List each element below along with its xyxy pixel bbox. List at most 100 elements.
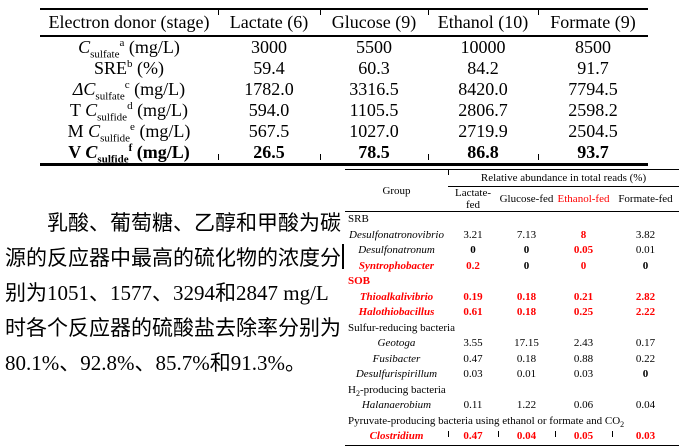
table2-cell: 0.03: [573, 368, 594, 380]
table2-border-tick: [498, 431, 499, 437]
table2-species-row: Halanaerobium 0.11 1.22 0.06 0.04: [345, 398, 679, 414]
table2-border-tick: [555, 431, 556, 437]
table2-cell: 0: [523, 244, 530, 256]
table1-border-tick: [320, 154, 321, 160]
table2-cell: 0.03: [463, 368, 483, 380]
table2-species-row: Fusibacter 0.47 0.18 0.88 0.22: [345, 352, 679, 368]
table1-row: ΔCsulfatec (mg/L) 1782.0 3316.5 8420.0 7794.…: [40, 79, 648, 103]
table2-species-row: Halothiobacillus 0.61 0.18 0.25 2.22: [345, 305, 679, 321]
chinese-paragraph[interactable]: 乳酸、葡萄糖、乙醇和甲酸为碳源的反应器中最高的硫化物的浓度分 别为1051、157…: [5, 206, 353, 381]
table2-category-row: Pyruvate-producing bacteria using ethano…: [345, 414, 679, 430]
table2-cell: 0: [523, 259, 530, 272]
table1-cell: 8500: [575, 37, 611, 57]
table1-border-tick: [218, 10, 219, 15]
table2-column-header: Lactate-fed: [448, 186, 498, 212]
paragraph-text: 源的反应器中最高的硫化物的浓度分: [5, 246, 341, 270]
paragraph-line[interactable]: 源的反应器中最高的硫化物的浓度分: [5, 241, 353, 276]
table2-cell: 3.82: [635, 228, 656, 241]
paragraph-line[interactable]: 80.1%、92.8%、85.7%和91.3%。: [5, 346, 353, 381]
table1-row-label: T Csulfided (mg/L): [69, 100, 189, 124]
table2-species-name: Fusibacter: [372, 352, 421, 365]
table1-cell: 3000: [251, 37, 287, 57]
table1-cell: 1027.0: [349, 121, 399, 141]
table2-category-label: Sulfur-reducing bacteria: [348, 321, 455, 334]
paragraph-text: 别为1051、1577、3294和2847 mg/L: [5, 281, 329, 305]
table2-species-name: Geotoga: [377, 337, 416, 349]
table1-column-header: Formate (9): [538, 9, 648, 37]
table2-species-row: Desulfurispirillum 0.03 0.01 0.03 0: [345, 367, 679, 383]
table2-cell: 2.22: [635, 306, 656, 318]
table2-cell: 0.01: [516, 368, 537, 380]
table1-border-tick: [538, 154, 539, 160]
table1-row: V Csulfidef (mg/L) 26.5 78.5 86.8 93.7: [40, 142, 648, 165]
table2-species-name: Syntrophobacter: [358, 259, 435, 272]
paragraph-text: 时各个反应器的硫酸盐去除率分别为: [5, 316, 341, 340]
table2-species-row: Desulfonatronovibrio 3.21 7.13 8 3.82: [345, 228, 679, 244]
table2-cell: 0.61: [463, 306, 483, 318]
table1-cell: 567.5: [248, 121, 290, 141]
table2-category-label: H2-producing bacteria: [348, 383, 446, 398]
table2-cell: 0.05: [573, 244, 594, 256]
table1-column-header: Ethanol (10): [428, 9, 538, 37]
table1-cell: 7794.5: [568, 79, 618, 99]
table2-species-name: Halothiobacillus: [358, 306, 435, 318]
table1-row-label: ΔCsulfatec (mg/L): [72, 79, 186, 103]
paragraph-line[interactable]: 时各个反应器的硫酸盐去除率分别为: [5, 311, 353, 346]
table1-cell: 93.7: [577, 142, 609, 162]
microbial-abundance-table: Group Relative abundance in total reads …: [345, 169, 679, 446]
table1-cell: 10000: [460, 37, 506, 57]
table1-column-header: Lactate (6): [218, 9, 320, 37]
table2-border-tick: [448, 431, 449, 437]
table2-species-name: Clostridium: [369, 430, 424, 442]
table1-row-label: SREb (%): [94, 58, 164, 78]
table2-cell: 0.22: [635, 352, 656, 365]
table2-cell: 8: [580, 228, 587, 241]
table1-cell: 84.2: [467, 58, 499, 78]
table2-category-row: SRB: [345, 212, 679, 228]
table1-cell: 594.0: [248, 100, 290, 120]
table1-cell: 60.3: [358, 58, 390, 78]
table1-row: SREb (%) 59.4 60.3 84.2 91.7: [40, 58, 648, 79]
table2-cell: 17.15: [514, 337, 539, 349]
table1-cell: 26.5: [253, 142, 285, 162]
table2-cell: 0.11: [463, 399, 483, 411]
table2-species-name: Thioalkalivibrio: [359, 290, 434, 303]
table1-cell: 91.7: [577, 58, 609, 78]
table2-category-label: Pyruvate-producing bacteria using ethano…: [348, 414, 625, 429]
paragraph-text: 80.1%、92.8%、85.7%和91.3%。: [5, 351, 306, 375]
table2-cell: 0.47: [463, 352, 483, 365]
table2-column-header: Formate-fed: [612, 186, 679, 212]
table2-cell: 0.01: [635, 244, 656, 256]
table2-cell: 0.04: [516, 430, 537, 442]
table2-column-header: Ethanol-fed: [555, 186, 612, 212]
table2-cell: 0.18: [516, 306, 537, 318]
table2-cell: 0.21: [573, 290, 594, 303]
table1-cell: 8420.0: [458, 79, 508, 99]
table2-species-row: Clostridium 0.47 0.04 0.05 0.03: [345, 429, 679, 445]
table2-cell: 0.19: [463, 290, 483, 303]
table2-border-tick: [448, 170, 449, 175]
table1-border-tick: [218, 154, 219, 160]
table1-cell: 2598.2: [568, 100, 618, 120]
table2-cell: 0: [470, 244, 476, 256]
table1-row: T Csulfided (mg/L) 594.0 1105.5 2806.7 2598.…: [40, 100, 648, 124]
table1-row-label: M Csulfidee (mg/L): [67, 121, 191, 145]
table2-border-tick: [612, 431, 613, 437]
table2-species-name: Desulfonatronum: [358, 244, 435, 256]
table2-category-row: SOB: [345, 274, 679, 290]
table2-cell: 0.88: [573, 352, 594, 365]
paragraph-line[interactable]: 乳酸、葡萄糖、乙醇和甲酸为碳: [5, 206, 353, 241]
table2-cell: 0.17: [635, 337, 656, 349]
paragraph-text: 乳酸、葡萄糖、乙醇和甲酸为碳: [47, 211, 341, 235]
table2-category-row: Sulfur-reducing bacteria: [345, 321, 679, 337]
table2-cell: 0.04: [635, 399, 656, 411]
table1-cell: 59.4: [253, 58, 285, 78]
table2-cell: 0.47: [463, 430, 483, 442]
table2-cell: 0.18: [516, 352, 537, 365]
text-cursor: [342, 244, 344, 269]
table1-row: Csulfatea (mg/L) 3000 5500 10000 8500: [40, 36, 648, 60]
table2-cell: 0.25: [573, 306, 594, 318]
table1-column-header: Electron donor (stage): [40, 9, 218, 37]
paragraph-line[interactable]: 别为1051、1577、3294和2847 mg/L: [5, 276, 353, 311]
table2-cell: 0: [580, 259, 587, 272]
